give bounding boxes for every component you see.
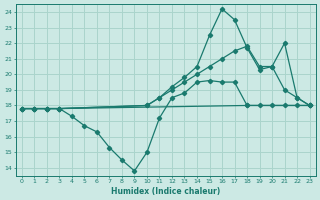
X-axis label: Humidex (Indice chaleur): Humidex (Indice chaleur): [111, 187, 220, 196]
